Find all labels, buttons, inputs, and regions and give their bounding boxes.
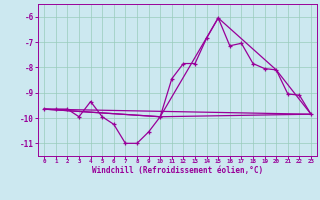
X-axis label: Windchill (Refroidissement éolien,°C): Windchill (Refroidissement éolien,°C) — [92, 166, 263, 175]
